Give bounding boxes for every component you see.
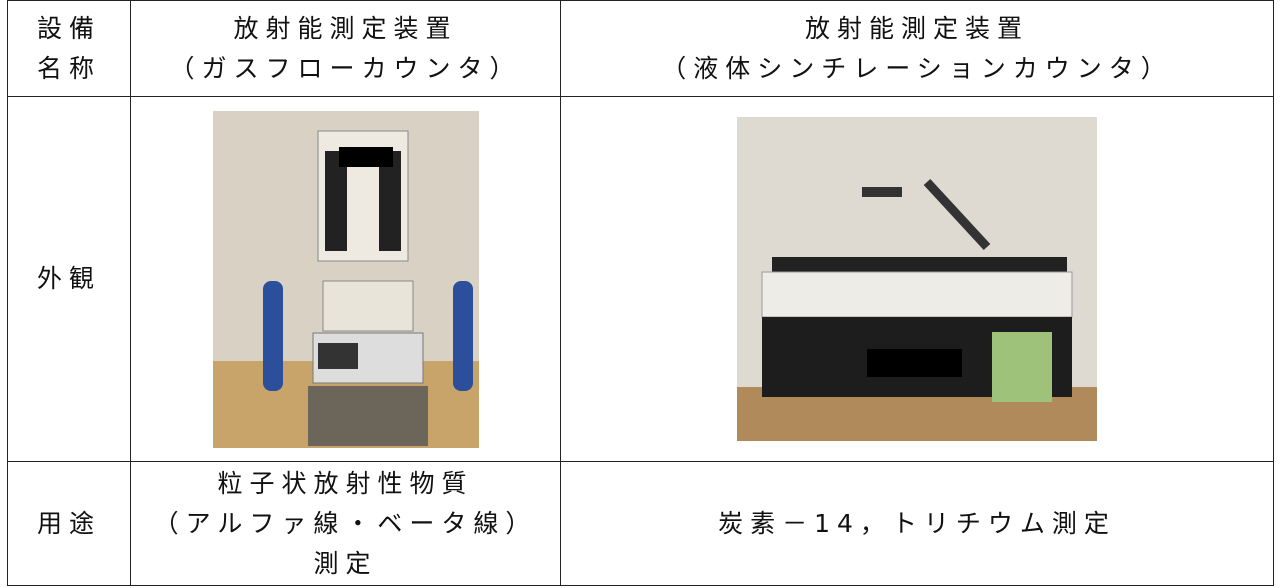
cell-line: 炭素－14，トリチウム測定 — [718, 508, 1116, 538]
cell-line: 測定 — [313, 548, 378, 578]
usage-cell: 炭素－14，トリチウム測定 — [560, 461, 1274, 586]
cell-line: 放射能測定装置 — [804, 13, 1029, 43]
header-row: 設備 名称 放射能測定装置 （ガスフローカウンタ） 放射能測定装置 （液体シンチ… — [7, 0, 1274, 97]
photo-gas-flow-counter — [212, 110, 479, 448]
row-label: 設備 名称 — [7, 0, 131, 97]
cell-line: （ガスフローカウンタ） — [169, 53, 522, 83]
label-line: 設備 — [36, 13, 101, 43]
header-cell: 放射能測定装置 （液体シンチレーションカウンタ） — [560, 0, 1274, 97]
equipment-table: 設備 名称 放射能測定装置 （ガスフローカウンタ） 放射能測定装置 （液体シンチ… — [7, 0, 1274, 586]
label-line: 外観 — [36, 264, 101, 293]
appearance-row: 外観 — [7, 96, 1274, 462]
photo-liquid-scintillation-counter — [737, 117, 1097, 441]
label-line: 用途 — [36, 508, 101, 538]
label-line: 名称 — [36, 53, 101, 83]
photo-cell — [130, 96, 561, 462]
usage-cell: 粒子状放射性物質 （アルファ線・ベータ線） 測定 — [130, 461, 561, 586]
cell-line: 粒子状放射性物質 — [217, 468, 474, 498]
cell-line: 放射能測定装置 — [233, 13, 458, 43]
row-label: 用途 — [7, 461, 131, 586]
usage-row: 用途 粒子状放射性物質 （アルファ線・ベータ線） 測定 炭素－14，トリチウム測… — [7, 461, 1274, 586]
row-label: 外観 — [7, 96, 131, 462]
photo-cell — [560, 96, 1274, 462]
header-cell: 放射能測定装置 （ガスフローカウンタ） — [130, 0, 561, 97]
cell-line: （アルファ線・ベータ線） — [153, 508, 538, 538]
cell-line: （液体シンチレーションカウンタ） — [661, 53, 1173, 83]
